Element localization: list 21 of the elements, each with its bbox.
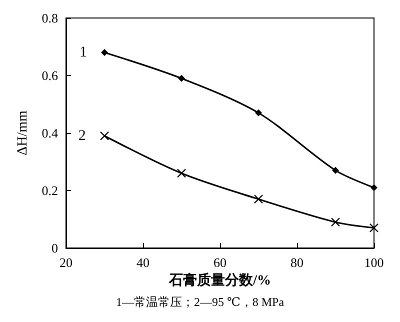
- series-label: 2: [78, 128, 86, 144]
- y-tick-label: 0: [52, 240, 58, 256]
- y-axis-title: ΔH/mm: [16, 110, 30, 156]
- point: [178, 74, 185, 82]
- text: 1—常温常压；2—95 ℃，8 MPa: [116, 295, 285, 309]
- y-tick-label: 0.4: [42, 126, 58, 140]
- x-axis-title: 石膏质量分数/%: [168, 272, 271, 288]
- y-tick-label: 0.8: [42, 10, 58, 26]
- y-tick-label: 0.6: [42, 68, 58, 83]
- point: [255, 109, 262, 116]
- x-tick-label: 80: [290, 255, 304, 270]
- x-tick-label: 40: [136, 255, 150, 270]
- point: [332, 166, 339, 174]
- point: [370, 184, 378, 192]
- x-tick-label: 20: [60, 255, 72, 270]
- y-tick-label: 0.2: [42, 183, 58, 198]
- point: [176, 168, 186, 178]
- x-tick-label: 60: [214, 255, 226, 270]
- x-tick-label: 100: [364, 255, 384, 270]
- point: [101, 49, 108, 56]
- series-label: 1: [80, 44, 87, 60]
